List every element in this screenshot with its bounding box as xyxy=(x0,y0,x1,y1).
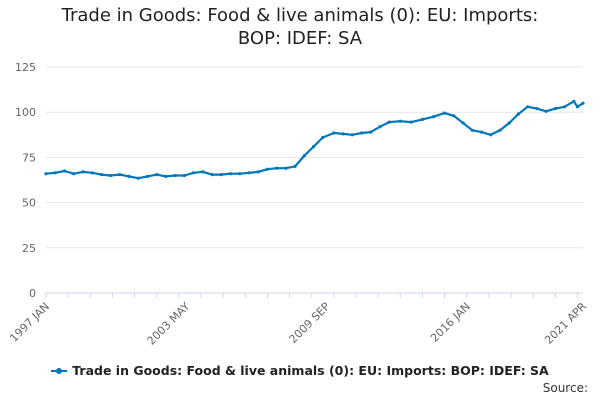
data-point xyxy=(62,169,67,173)
data-point xyxy=(321,135,325,140)
data-point xyxy=(90,171,94,175)
data-point xyxy=(378,125,382,129)
data-point xyxy=(387,120,391,124)
x-tick-label: 2003 MAY xyxy=(145,300,193,348)
data-point xyxy=(302,154,306,158)
y-tick-label: 50 xyxy=(22,197,36,210)
data-point xyxy=(443,111,447,115)
x-tick-label: 1997 JAN xyxy=(7,300,52,345)
data-point xyxy=(109,173,113,178)
legend[interactable]: Trade in Goods: Food & live animals (0):… xyxy=(0,363,600,378)
data-point xyxy=(544,109,548,113)
data-point xyxy=(145,174,150,178)
data-point xyxy=(572,99,576,103)
data-point xyxy=(210,173,214,177)
data-point xyxy=(398,119,402,123)
data-point xyxy=(507,121,511,125)
data-point xyxy=(219,173,223,177)
data-point xyxy=(155,173,159,177)
legend-marker-icon xyxy=(51,366,68,376)
data-point xyxy=(275,166,279,170)
data-point xyxy=(452,114,456,118)
data-point xyxy=(431,115,436,119)
data-point xyxy=(53,171,57,175)
data-point xyxy=(562,105,567,109)
data-point xyxy=(526,105,530,109)
x-tick-label: 2016 JAN xyxy=(428,300,473,345)
series-layer xyxy=(44,99,585,180)
data-point xyxy=(118,173,122,177)
data-point xyxy=(350,133,354,137)
data-point xyxy=(72,172,76,176)
data-point xyxy=(247,171,251,175)
data-point xyxy=(553,107,557,111)
data-point xyxy=(192,171,196,175)
data-point xyxy=(461,121,465,125)
grid-lines xyxy=(46,66,583,249)
x-tick-label: 2009 SEP xyxy=(287,300,333,346)
data-point xyxy=(173,173,177,178)
data-point xyxy=(265,167,269,171)
data-point xyxy=(489,133,493,137)
data-point xyxy=(201,170,205,174)
data-point xyxy=(369,130,373,134)
data-point xyxy=(479,130,484,134)
data-point xyxy=(535,107,539,111)
y-tick-label: 0 xyxy=(29,287,36,300)
y-tick-label: 125 xyxy=(15,61,36,74)
data-point xyxy=(284,166,288,170)
data-point xyxy=(341,132,345,136)
data-point xyxy=(228,172,233,176)
data-point xyxy=(498,128,502,132)
data-point xyxy=(516,112,521,116)
data-point xyxy=(136,176,140,180)
y-tick-label: 75 xyxy=(22,151,36,164)
data-point xyxy=(575,105,580,109)
data-point xyxy=(360,131,364,135)
data-point xyxy=(164,174,168,178)
data-point xyxy=(99,173,103,177)
x-axis xyxy=(45,292,583,298)
x-tick-label: 2021 APR xyxy=(542,300,589,347)
data-point xyxy=(238,172,242,176)
x-tick-labels: 1997 JAN 2003 MAY 2009 SEP 2016 JAN 2021 APR xyxy=(7,300,589,348)
y-tick-label: 100 xyxy=(15,106,36,119)
source-label: Source: xyxy=(542,381,588,395)
data-point xyxy=(256,170,260,174)
series-line xyxy=(44,100,585,180)
y-tick-labels: 0 25 50 75 100 125 xyxy=(15,61,36,300)
data-point xyxy=(182,173,186,178)
data-point xyxy=(44,172,48,176)
data-point xyxy=(470,128,474,132)
data-point xyxy=(332,131,336,135)
data-point xyxy=(127,174,131,178)
chart-title: Trade in Goods: Food & live animals (0):… xyxy=(61,5,539,49)
data-point xyxy=(409,120,413,124)
data-point xyxy=(420,117,425,121)
legend-label: Trade in Goods: Food & live animals (0):… xyxy=(72,363,549,378)
data-point xyxy=(293,164,297,168)
y-tick-label: 25 xyxy=(22,242,36,255)
data-point xyxy=(312,145,316,149)
data-point xyxy=(581,101,585,105)
data-point xyxy=(81,170,85,174)
